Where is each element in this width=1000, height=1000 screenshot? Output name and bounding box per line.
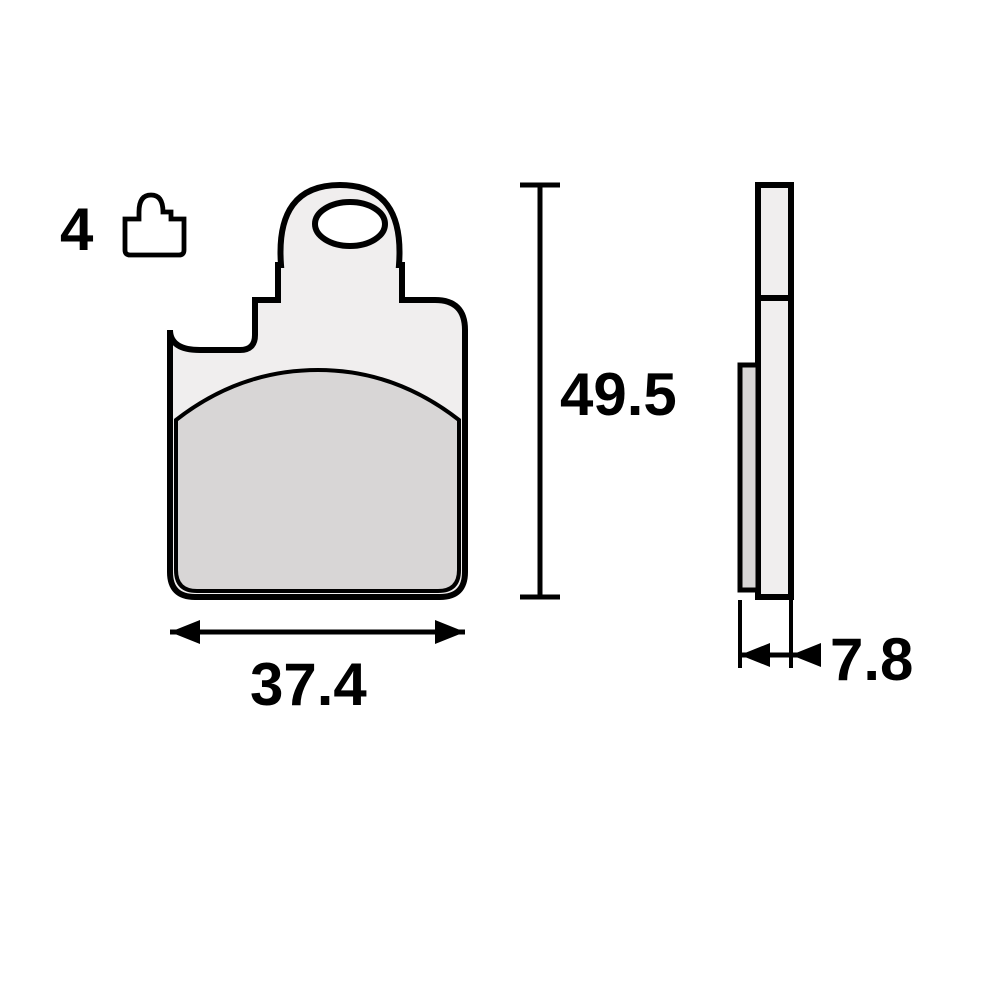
- side-backing-plate: [758, 185, 791, 597]
- diagram-container: 4 49.5 37.4 7.8: [0, 0, 1000, 1000]
- side-friction: [740, 365, 758, 590]
- technical-drawing: [0, 0, 1000, 1000]
- height-dimension: [520, 185, 560, 597]
- thickness-dimension: [740, 600, 821, 668]
- mounting-hole: [315, 202, 385, 246]
- front-view: [170, 185, 465, 597]
- width-dimension: [170, 620, 465, 644]
- side-view: [740, 185, 791, 597]
- small-pad-icon: [125, 195, 184, 255]
- friction-surface: [176, 370, 459, 591]
